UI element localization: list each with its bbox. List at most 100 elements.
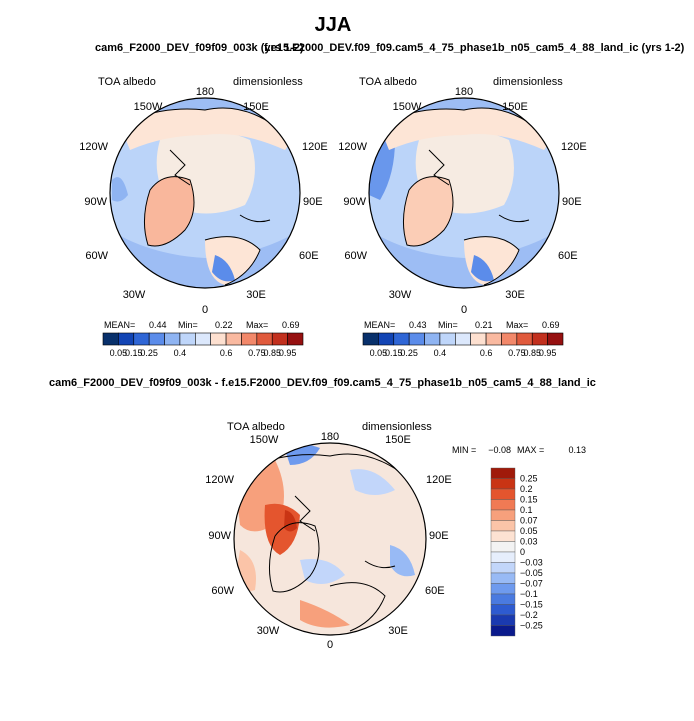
mean-value: 0.43 bbox=[409, 320, 427, 330]
lon-label-0: 0 bbox=[327, 639, 333, 651]
lon-label-90w: 90W bbox=[343, 196, 366, 208]
low-albedo-patch bbox=[112, 177, 128, 202]
colorbar-swatch bbox=[490, 625, 516, 637]
coastline bbox=[119, 107, 293, 286]
colorbar-tick-label: −0.2 bbox=[520, 610, 538, 620]
colorbar-swatch bbox=[118, 332, 135, 346]
lon-label-150w: 150W bbox=[250, 434, 279, 446]
colorbar-swatch bbox=[424, 332, 441, 346]
colorbar-tick-label: 0.03 bbox=[520, 537, 538, 547]
max-value: 0.13 bbox=[568, 445, 586, 455]
colorbar-swatch bbox=[490, 593, 516, 605]
colorbar-tick-label: 0.25 bbox=[400, 348, 418, 358]
lon-label-120w: 120W bbox=[79, 141, 108, 153]
colorbar-tick-label: −0.07 bbox=[520, 579, 543, 589]
colorbar-swatch bbox=[490, 499, 516, 511]
max-value: 0.69 bbox=[282, 320, 300, 330]
lon-label-30e: 30E bbox=[388, 625, 408, 637]
colorbar-swatch bbox=[455, 332, 471, 346]
colorbar-swatch bbox=[102, 332, 119, 346]
lon-label-0: 0 bbox=[202, 304, 208, 316]
mean-label: MEAN= bbox=[364, 320, 395, 330]
lon-label-150w: 150W bbox=[134, 101, 163, 113]
polar-map bbox=[110, 98, 300, 288]
colorbar-tick-label: 0.85 bbox=[263, 348, 281, 358]
longitude-labels: 180 150E 120E 90E 60E 30E 0 30W 60W 90W … bbox=[205, 431, 451, 651]
min-value: −0.08 bbox=[488, 445, 511, 455]
colorbar-tick-label: 0.15 bbox=[520, 495, 538, 505]
colorbar-tick-label: −0.05 bbox=[520, 568, 543, 578]
run1-title: cam6_F2000_DEV_f09f09_003k (yrs 1-2) bbox=[95, 42, 304, 54]
colorbar-tick-label: 0.4 bbox=[174, 348, 187, 358]
lon-label-120e: 120E bbox=[426, 474, 452, 486]
lon-label-120e: 120E bbox=[561, 141, 587, 153]
colorbar-swatch bbox=[133, 332, 150, 346]
colorbar-swatch bbox=[439, 332, 456, 346]
lon-label-60w: 60W bbox=[85, 250, 108, 262]
lon-label-60w: 60W bbox=[344, 250, 367, 262]
map-border bbox=[233, 442, 427, 636]
colorbar-swatch bbox=[490, 551, 516, 563]
colorbar-swatch bbox=[490, 541, 516, 553]
min-label: Min= bbox=[178, 320, 198, 330]
colorbar-swatch bbox=[164, 332, 181, 346]
lon-label-30w: 30W bbox=[257, 625, 280, 637]
colorbar-swatch bbox=[531, 332, 548, 346]
mean-label: MEAN= bbox=[104, 320, 135, 330]
colorbar-swatch bbox=[490, 614, 516, 626]
map-border bbox=[368, 97, 560, 289]
lon-label-150w: 150W bbox=[393, 101, 422, 113]
field-label: TOA albedo bbox=[98, 76, 156, 88]
colorbar-swatch bbox=[256, 332, 273, 346]
colorbar-tick-label: 0.1 bbox=[520, 505, 533, 515]
units-label: dimensionless bbox=[493, 76, 563, 88]
lon-label-90e: 90E bbox=[562, 196, 582, 208]
longitude-labels: 180 150E 120E 90E 60E 30E 0 30W 60W 90W … bbox=[338, 86, 586, 316]
stats-row: MEAN= 0.44 Min= 0.22 Max= 0.69 bbox=[104, 320, 300, 330]
colorbar-tick-label: 0.4 bbox=[434, 348, 447, 358]
max-label: Max= bbox=[246, 320, 268, 330]
lon-label-180: 180 bbox=[196, 86, 214, 98]
stats-row: MEAN= 0.43 Min= 0.21 Max= 0.69 bbox=[364, 320, 560, 330]
colorbar-tick-label: 0 bbox=[520, 547, 525, 557]
land-mass bbox=[403, 176, 453, 246]
min-label: Min= bbox=[438, 320, 458, 330]
colorbar-tick-label: 0.07 bbox=[520, 516, 538, 526]
lon-label-180: 180 bbox=[321, 431, 339, 443]
colorbar-swatch bbox=[287, 332, 304, 346]
lon-label-90w: 90W bbox=[208, 530, 231, 542]
lon-label-90w: 90W bbox=[84, 196, 107, 208]
colorbar-swatch bbox=[210, 332, 227, 346]
lon-label-30w: 30W bbox=[123, 289, 146, 301]
colorbar-swatch bbox=[362, 332, 379, 346]
panel-difference: TOA albedo dimensionless 180 150E 120E 9… bbox=[205, 421, 586, 651]
colorbar-swatch bbox=[179, 332, 196, 346]
colorbar: 0.050.150.25 0.4 0.6 0.750.850.95 bbox=[102, 332, 304, 358]
colorbar-tick-label: 0.95 bbox=[279, 348, 297, 358]
diff-title: cam6_F2000_DEV_f09f09_003k - f.e15.F2000… bbox=[49, 377, 596, 389]
colorbar-tick-label: 0.15 bbox=[385, 348, 403, 358]
max-value: 0.69 bbox=[542, 320, 560, 330]
colorbar-swatch bbox=[393, 332, 410, 346]
colorbar-swatch bbox=[490, 478, 516, 490]
colorbar-swatch bbox=[148, 332, 165, 346]
colorbar-tick-label: 0.85 bbox=[523, 348, 541, 358]
colorbar-tick-label: −0.03 bbox=[520, 558, 543, 568]
polar-map bbox=[234, 443, 426, 635]
lon-label-120w: 120W bbox=[205, 474, 234, 486]
field-label: TOA albedo bbox=[227, 421, 285, 433]
colorbar-tick-label: 0.25 bbox=[520, 474, 538, 484]
colorbar-swatch bbox=[490, 562, 516, 574]
units-label: dimensionless bbox=[362, 421, 432, 433]
colorbar-swatch bbox=[501, 332, 518, 346]
colorbar-tick-label: −0.15 bbox=[520, 600, 543, 610]
run2-title: f.e15.F2000_DEV.f09_f09.cam5_4_75_phase1… bbox=[264, 42, 685, 54]
colorbar-tick-label: −0.25 bbox=[520, 621, 543, 631]
colorbar-tick-label: 0.25 bbox=[140, 348, 158, 358]
max-label: Max= bbox=[506, 320, 528, 330]
coastline bbox=[378, 107, 552, 286]
low-albedo-patch bbox=[212, 255, 235, 282]
colorbar-swatch bbox=[490, 488, 516, 500]
lon-label-150e: 150E bbox=[385, 434, 411, 446]
